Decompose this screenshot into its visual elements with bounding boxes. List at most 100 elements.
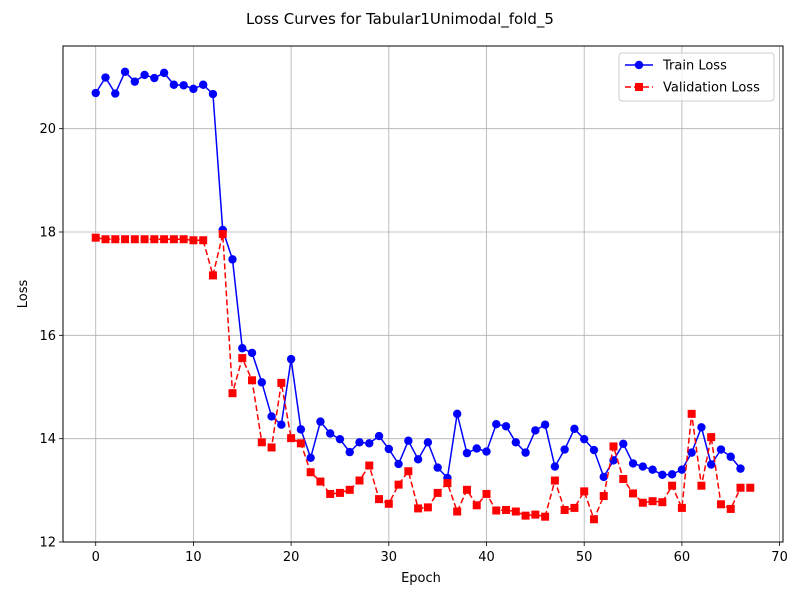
chart-title: Loss Curves for Tabular1Unimodal_fold_5: [246, 10, 554, 29]
legend-entry-validation-loss: Validation Loss: [625, 81, 760, 96]
validation-loss-point: [365, 461, 374, 470]
validation-loss-point: [521, 511, 530, 520]
train-loss-point: [501, 422, 511, 431]
train-loss-point: [462, 448, 472, 458]
y-tick-label: 20: [39, 122, 56, 137]
train-loss-point: [667, 470, 677, 479]
train-loss-point: [189, 84, 198, 94]
validation-loss-point: [550, 476, 559, 485]
validation-loss-point: [707, 433, 716, 442]
validation-loss-point: [726, 504, 735, 513]
train-loss-point: [111, 89, 120, 98]
train-loss-point: [296, 425, 306, 434]
validation-loss-point: [111, 235, 120, 244]
validation-loss-point: [482, 489, 491, 498]
train-loss-point: [687, 448, 696, 457]
series-layer: [91, 67, 755, 524]
validation-loss-point: [414, 504, 423, 513]
validation-loss-point: [658, 498, 667, 507]
x-tick-label: 40: [478, 550, 495, 565]
train-loss-point: [628, 459, 638, 468]
legend-entry-train-loss: Train Loss: [625, 59, 727, 74]
validation-loss-point: [716, 500, 725, 509]
train-loss-point: [286, 354, 296, 364]
train-loss-point: [228, 255, 237, 264]
validation-loss-point: [326, 489, 335, 498]
train-loss-point: [599, 472, 608, 482]
x-tick-label: 0: [92, 550, 100, 565]
train-loss-point: [374, 431, 384, 441]
legend-marker: [634, 60, 644, 70]
validation-loss-point: [287, 434, 296, 443]
train-loss-point: [706, 460, 716, 469]
train-loss-point: [609, 456, 618, 465]
train-loss-point: [423, 438, 433, 447]
validation-loss-point: [208, 271, 217, 280]
validation-loss-point: [589, 515, 598, 524]
validation-loss-point: [472, 501, 481, 510]
validation-loss-point: [199, 236, 208, 245]
validation-loss-point: [560, 505, 569, 514]
validation-loss-point: [462, 485, 471, 494]
x-axis-title: Epoch: [401, 571, 441, 586]
validation-loss-point: [335, 488, 344, 497]
validation-loss-point: [179, 235, 188, 244]
train-loss-point: [355, 438, 364, 447]
train-loss-point: [619, 439, 628, 449]
legend-box: [618, 52, 775, 102]
x-tick-label: 30: [381, 550, 398, 565]
train-loss-point: [521, 448, 530, 457]
train-loss-point: [316, 417, 325, 426]
validation-loss-point: [638, 498, 647, 507]
validation-loss-point: [101, 235, 110, 244]
train-loss-point: [736, 464, 745, 473]
validation-loss-point: [189, 236, 198, 245]
train-loss-point: [404, 436, 413, 445]
train-loss-point: [306, 453, 315, 462]
validation-loss-point: [316, 477, 325, 486]
validation-loss-point: [130, 235, 139, 244]
validation-loss-point: [267, 443, 276, 452]
legend-label: Validation Loss: [663, 81, 760, 96]
validation-loss-point: [160, 235, 169, 244]
train-loss-point: [472, 444, 481, 453]
validation-loss-point: [257, 438, 266, 447]
validation-loss-point: [169, 235, 178, 244]
validation-loss-point: [668, 481, 677, 490]
validation-loss-point: [580, 487, 589, 496]
x-tick-label: 70: [771, 550, 788, 565]
validation-loss-point: [629, 489, 638, 498]
validation-loss-point: [599, 492, 608, 501]
validation-loss-point: [140, 235, 149, 244]
validation-loss-point: [677, 503, 686, 512]
validation-loss-point: [345, 485, 354, 494]
train-loss-point: [433, 463, 442, 472]
y-tick-label: 16: [39, 329, 56, 344]
train-loss-point: [130, 77, 140, 86]
y-tick-label: 14: [39, 432, 56, 447]
validation-loss-point: [443, 479, 452, 488]
train-loss-point: [540, 420, 550, 429]
train-loss-point: [413, 455, 423, 464]
train-loss-point: [511, 438, 521, 447]
validation-loss-point: [433, 488, 442, 497]
train-loss-point: [384, 444, 394, 454]
validation-loss-point: [531, 510, 540, 519]
train-loss-series: [91, 67, 745, 483]
train-loss-point: [550, 462, 560, 471]
train-loss-point: [345, 447, 354, 457]
validation-loss-point: [541, 512, 550, 521]
train-loss-point: [531, 426, 540, 435]
validation-loss-point: [218, 230, 227, 239]
train-loss-point: [198, 80, 208, 89]
validation-loss-point: [296, 439, 305, 448]
x-tick-label: 10: [185, 550, 202, 565]
train-loss-point: [267, 412, 276, 421]
train-loss-point: [335, 434, 345, 444]
train-loss-point: [579, 434, 589, 444]
validation-loss-point: [394, 480, 403, 489]
train-loss-point: [325, 429, 335, 438]
validation-loss-point: [121, 235, 130, 244]
train-loss-point: [150, 73, 159, 83]
